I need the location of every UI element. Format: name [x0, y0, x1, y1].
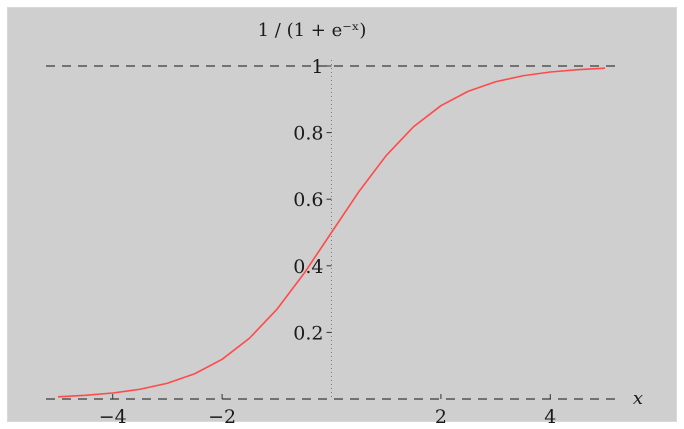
y-tick-label-4: 1 [311, 56, 323, 78]
plot-frame: −4 −2 2 4 0.2 0.4 0.6 0.8 1 1 / (1 + e⁻ˣ) x [7, 7, 677, 423]
x-tick-label-3: 4 [544, 406, 556, 423]
y-tick-label-3: 0.8 [293, 123, 323, 145]
x-tick-label-2: 2 [435, 406, 447, 423]
x-tick-label-0: −4 [99, 406, 127, 423]
sigmoid-chart: −4 −2 2 4 0.2 0.4 0.6 0.8 1 1 / (1 + e⁻ˣ) x [46, 20, 643, 423]
sigmoid-curve-0 [57, 67, 606, 398]
y-axis-label: 1 / (1 + e⁻ˣ) [258, 20, 367, 41]
x-tick-label-1: −2 [208, 406, 236, 423]
x-axis-label: x [633, 388, 643, 409]
y-tick-label-2: 0.6 [293, 189, 323, 211]
y-tick-label-1: 0.4 [293, 256, 323, 278]
y-tick-label-0: 0.2 [293, 322, 323, 344]
